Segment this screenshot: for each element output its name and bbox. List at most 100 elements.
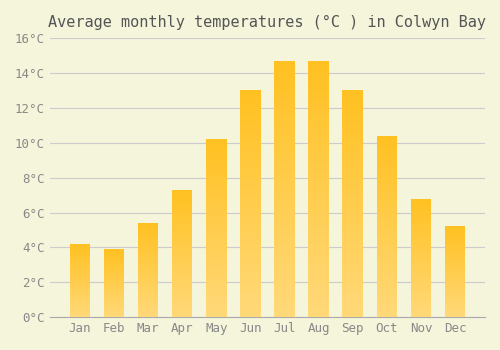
Bar (342, 170, 363, 174)
Bar (172, 237, 193, 239)
Bar (445, 239, 465, 240)
Bar (308, 292, 329, 296)
Bar (274, 189, 294, 193)
Bar (206, 139, 227, 142)
Bar (376, 220, 397, 223)
Bar (445, 298, 465, 299)
Bar (308, 180, 329, 185)
Bar (104, 313, 124, 314)
Bar (376, 160, 397, 163)
Bar (376, 199, 397, 202)
Bar (172, 196, 193, 198)
Bar (376, 236, 397, 239)
Bar (138, 236, 158, 237)
Bar (274, 133, 294, 138)
Bar (308, 116, 329, 121)
Bar (70, 270, 90, 271)
Bar (274, 287, 294, 292)
Bar (206, 208, 227, 210)
Bar (445, 290, 465, 292)
Bar (172, 194, 193, 196)
Bar (206, 166, 227, 169)
Bar (376, 254, 397, 257)
Bar (138, 306, 158, 308)
Bar (70, 268, 90, 270)
Bar (70, 316, 90, 317)
Bar (172, 313, 193, 315)
Bar (445, 302, 465, 303)
Bar (410, 278, 431, 280)
Bar (138, 228, 158, 229)
Bar (308, 176, 329, 180)
Bar (274, 249, 294, 253)
Bar (342, 204, 363, 208)
Bar (342, 155, 363, 159)
Bar (206, 145, 227, 148)
Bar (376, 245, 397, 247)
Bar (376, 269, 397, 272)
Bar (206, 228, 227, 231)
Bar (172, 243, 193, 245)
Bar (376, 181, 397, 184)
Bar (274, 309, 294, 313)
Bar (308, 172, 329, 176)
Bar (308, 142, 329, 146)
Bar (240, 117, 260, 121)
Bar (104, 309, 124, 310)
Bar (410, 238, 431, 240)
Bar (376, 169, 397, 172)
Bar (342, 121, 363, 125)
Bar (104, 315, 124, 316)
Bar (274, 313, 294, 317)
Bar (70, 307, 90, 309)
Bar (138, 256, 158, 258)
Bar (240, 177, 260, 181)
Bar (445, 282, 465, 284)
Bar (138, 251, 158, 253)
Bar (308, 249, 329, 253)
Bar (206, 308, 227, 311)
Bar (410, 203, 431, 204)
Bar (342, 98, 363, 102)
Bar (70, 296, 90, 298)
Bar (342, 294, 363, 298)
Bar (308, 125, 329, 129)
Bar (70, 272, 90, 273)
Bar (172, 249, 193, 251)
Bar (308, 253, 329, 257)
Bar (274, 69, 294, 73)
Bar (308, 206, 329, 210)
Bar (172, 258, 193, 260)
Bar (342, 189, 363, 192)
Bar (274, 155, 294, 159)
Bar (376, 136, 397, 139)
Bar (172, 294, 193, 296)
Bar (308, 82, 329, 86)
Bar (70, 301, 90, 302)
Bar (342, 223, 363, 226)
Bar (104, 312, 124, 313)
Bar (172, 215, 193, 217)
Bar (240, 264, 260, 268)
Bar (445, 311, 465, 313)
Bar (274, 163, 294, 168)
Bar (138, 287, 158, 289)
Bar (410, 313, 431, 315)
Bar (342, 200, 363, 204)
Bar (138, 273, 158, 275)
Bar (308, 240, 329, 245)
Bar (445, 249, 465, 251)
Bar (70, 309, 90, 310)
Bar (240, 196, 260, 200)
Bar (274, 232, 294, 236)
Bar (104, 271, 124, 272)
Bar (240, 174, 260, 177)
Bar (240, 102, 260, 106)
Bar (104, 300, 124, 301)
Bar (445, 264, 465, 266)
Bar (274, 228, 294, 232)
Bar (104, 289, 124, 290)
Bar (274, 180, 294, 185)
Bar (274, 61, 294, 65)
Bar (410, 295, 431, 298)
